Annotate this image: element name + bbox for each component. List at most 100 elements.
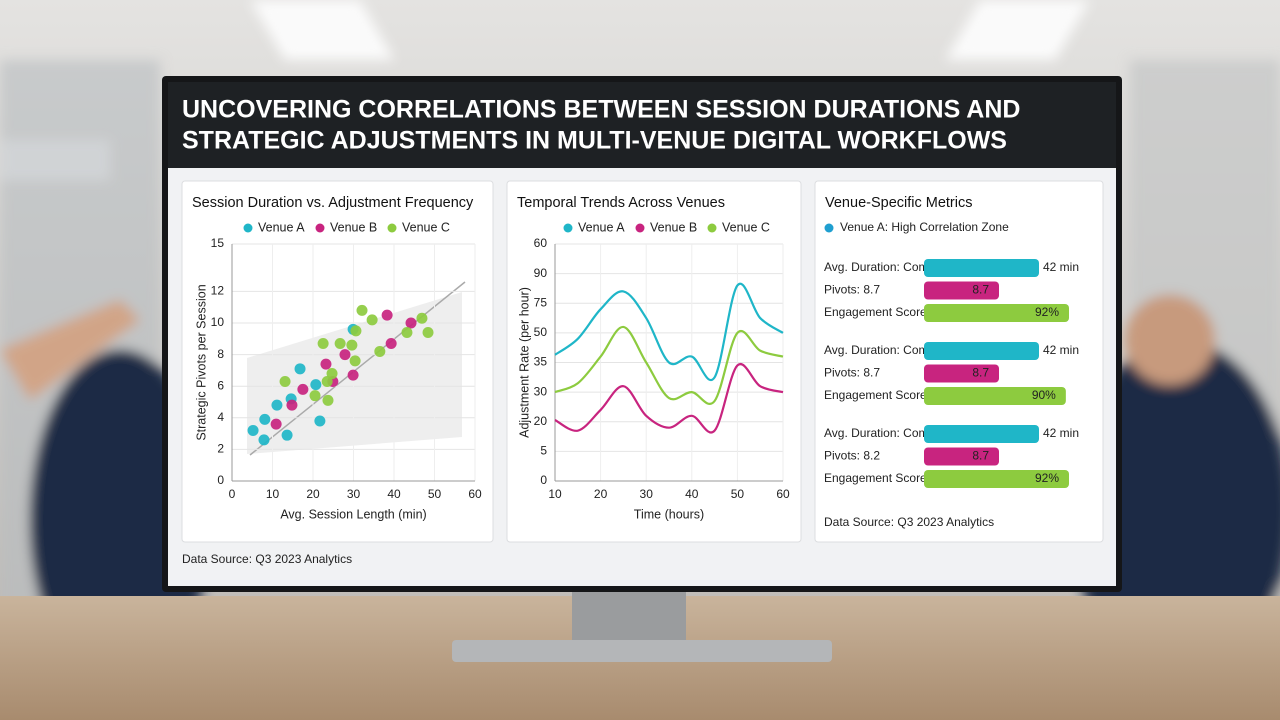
value-label: 90% (1032, 388, 1056, 402)
y-tick-label: 5 (540, 444, 547, 458)
value-label: 92% (1035, 471, 1059, 485)
legend-swatch (315, 223, 325, 233)
value-label: 92% (1035, 305, 1059, 319)
scatter-point (374, 345, 386, 357)
scatter-point (279, 375, 291, 387)
y-tick-label: 12 (211, 284, 225, 298)
scatter-point (321, 375, 333, 387)
legend-swatch (387, 223, 397, 233)
bar (924, 281, 999, 300)
value-label: 8.7 (972, 283, 989, 297)
line-series (554, 325, 784, 405)
x-tick-label: 30 (347, 487, 361, 501)
legend-swatch (563, 223, 573, 233)
metric-label: Engagement Score: (824, 388, 930, 402)
value-label: 42 min (1043, 260, 1079, 274)
scatter-point (405, 317, 417, 329)
scatter-point (349, 355, 361, 367)
scatter-point (346, 339, 358, 351)
metric-label: Pivots: 8.7 (824, 283, 880, 297)
value-label: 8.7 (972, 449, 989, 463)
y-tick-label: 8 (217, 347, 224, 361)
x-tick-label: 50 (731, 487, 745, 501)
footer-source: Data Source: Q3 2023 Analytics (182, 552, 352, 566)
y-tick-label: 90 (534, 266, 548, 280)
bar (924, 387, 1066, 405)
scatter-point (422, 326, 434, 338)
scatter-point (334, 338, 346, 350)
legend-label: Venue C (722, 220, 770, 234)
line-series (554, 362, 784, 434)
x-tick-label: 20 (306, 487, 320, 501)
scatter-point (258, 434, 270, 446)
x-axis-label: Avg. Session Length (min) (280, 507, 426, 521)
legend-label: Venue A (578, 220, 625, 234)
scatter-point (259, 413, 271, 425)
scatter-point (350, 325, 362, 337)
scatter-point (381, 309, 393, 321)
y-axis-label: Strategic Pivots per Session (194, 284, 208, 440)
scatter-point (366, 314, 378, 326)
legend-swatch (707, 223, 717, 233)
x-tick-label: 60 (776, 487, 790, 501)
title-line: STRATEGIC ADJUSTMENTS IN MULTI-VENUE DIG… (182, 127, 1007, 155)
scatter-point (286, 399, 298, 411)
x-tick-label: 40 (685, 487, 699, 501)
scatter-point (385, 338, 397, 350)
y-tick-label: 35 (534, 355, 548, 369)
y-tick-label: 6 (217, 378, 224, 392)
scatter-point (297, 383, 309, 395)
scatter-point (281, 429, 293, 441)
y-tick-label: 30 (534, 384, 548, 398)
scatter-point (356, 304, 368, 316)
y-tick-label: 50 (534, 325, 548, 339)
bar (924, 425, 1039, 443)
legend-swatch (243, 223, 253, 233)
legend-swatch (824, 223, 834, 233)
legend-label: Venue B (330, 220, 377, 234)
y-tick-label: 4 (217, 410, 224, 424)
x-tick-label: 50 (428, 487, 442, 501)
scatter-point (271, 399, 283, 411)
metric-label: Avg. Duration: Com: (824, 343, 932, 357)
y-tick-label: 2 (217, 442, 224, 456)
legend-label: Venue B (650, 220, 697, 234)
value-label: 8.7 (972, 366, 989, 380)
y-tick-label: 15 (211, 236, 225, 250)
scatter-point (347, 369, 359, 381)
scatter-point (416, 312, 428, 324)
x-tick-label: 30 (640, 487, 654, 501)
metric-label: Pivots: 8.7 (824, 366, 880, 380)
bar (924, 304, 1069, 322)
metric-label: Pivots: 8.2 (824, 449, 880, 463)
bar (924, 470, 1069, 488)
scatter-point (294, 363, 306, 375)
panel-title: Venue-Specific Metrics (825, 195, 972, 211)
metric-label: Engagement Score: (824, 305, 930, 319)
metric-label: Avg. Duration: Com: (824, 426, 932, 440)
panel-title: Session Duration vs. Adjustment Frequenc… (192, 195, 474, 211)
y-tick-label: 0 (217, 473, 224, 487)
legend-label: Venue C (402, 220, 450, 234)
panel-source: Data Source: Q3 2023 Analytics (824, 515, 994, 529)
metric-label: Engagement Score: (824, 471, 930, 485)
x-tick-label: 10 (548, 487, 562, 501)
x-tick-label: 10 (266, 487, 280, 501)
bar (924, 447, 999, 466)
panel-title: Temporal Trends Across Venues (517, 195, 725, 211)
scatter-point (270, 418, 282, 430)
legend-label: Venue A (258, 220, 305, 234)
scatter-point (326, 368, 338, 380)
scatter-point (339, 349, 351, 361)
x-tick-label: 0 (229, 487, 236, 501)
value-label: 42 min (1043, 426, 1079, 440)
legend-swatch (635, 223, 645, 233)
x-tick-label: 20 (594, 487, 608, 501)
metric-label: Avg. Duration: Com: (824, 260, 932, 274)
scatter-point (309, 390, 321, 402)
scatter-point (247, 424, 259, 436)
y-tick-label: 20 (534, 414, 548, 428)
y-tick-label: 0 (540, 473, 547, 487)
x-tick-label: 40 (387, 487, 401, 501)
